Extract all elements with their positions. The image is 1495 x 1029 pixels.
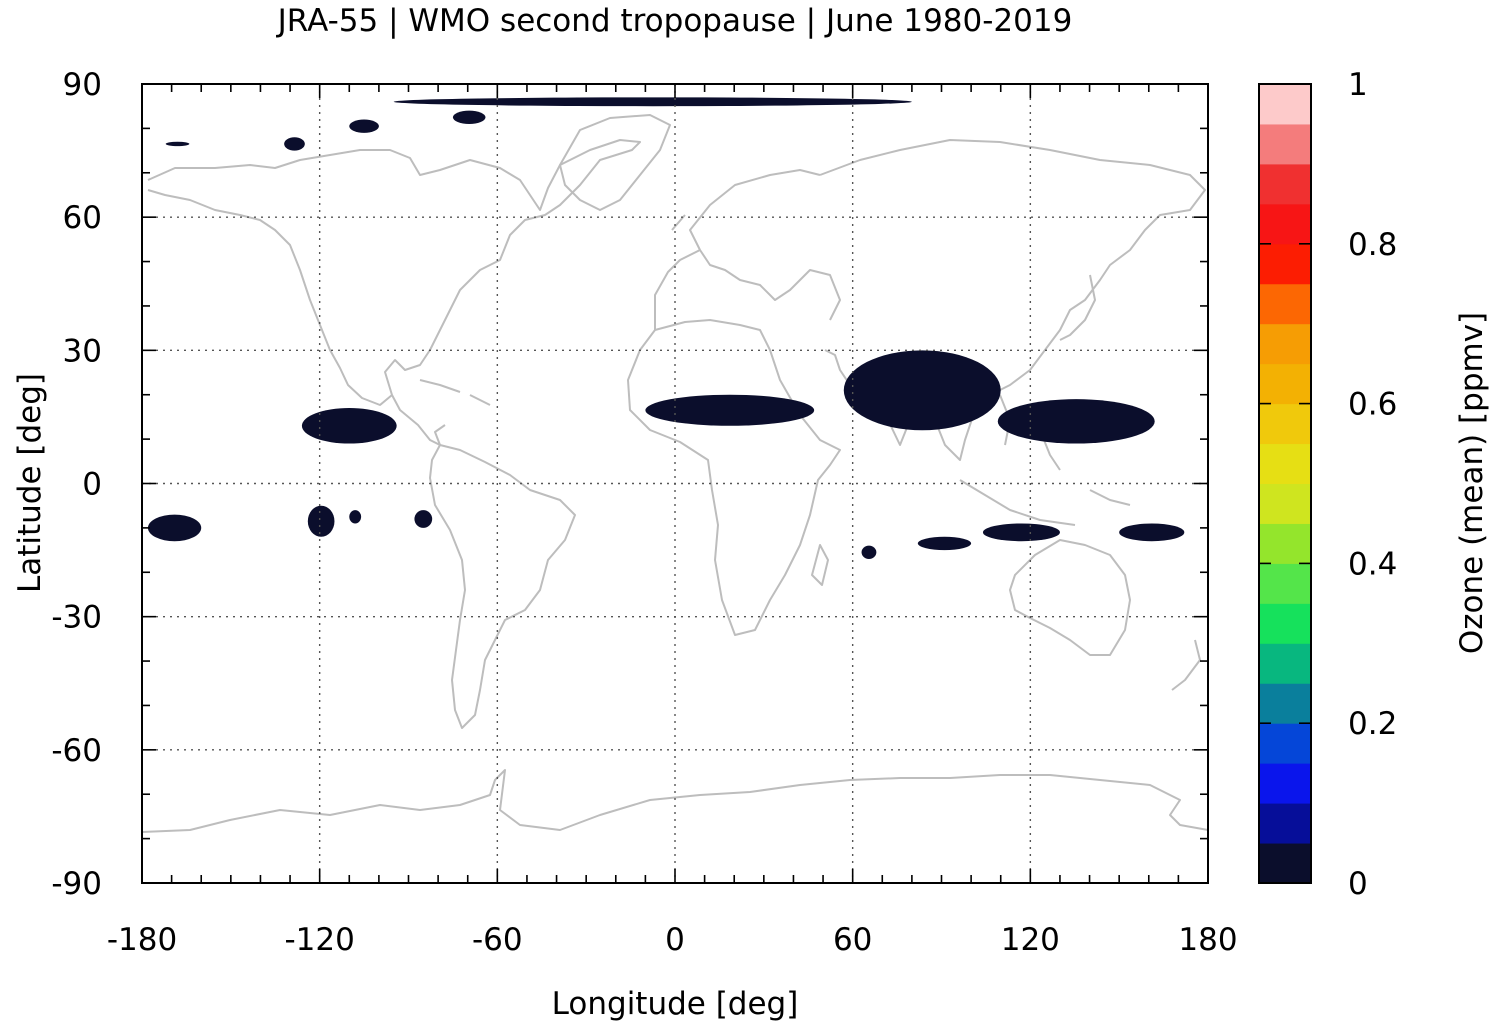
x-tick-label: 60 — [833, 922, 872, 958]
grid-lines — [142, 84, 1208, 883]
coast-new-zealand — [1171, 639, 1201, 691]
colorbar-segment-13 — [1259, 323, 1311, 365]
colorbar-tick-label: 0.4 — [1348, 546, 1397, 582]
colorbar-segment-1 — [1259, 803, 1311, 844]
colorbar-segment-7 — [1259, 563, 1311, 604]
colorbar-segment-4 — [1259, 683, 1311, 724]
colorbar-segment-2 — [1259, 763, 1311, 804]
coast-japan — [1059, 274, 1096, 341]
plot-frame — [141, 83, 1209, 884]
colorbar-segment-10 — [1259, 443, 1311, 484]
coast-australia — [1009, 539, 1131, 656]
x-tick-labels: -180 -120 -60 0 60 120 180 — [107, 922, 1238, 958]
x-tick-label: -120 — [284, 922, 354, 958]
colorbar-segment-0 — [1259, 843, 1311, 884]
colorbar-segment-3 — [1259, 723, 1311, 764]
heatmap-cell-0 — [393, 97, 912, 107]
heatmap-cell-10 — [147, 514, 202, 542]
colorbar-segment-15 — [1259, 243, 1311, 285]
colorbar-tick-label: 1 — [1348, 67, 1368, 103]
heatmap-cell-2 — [165, 141, 190, 147]
coast-south-america — [429, 444, 576, 729]
colorbar-segment-8 — [1259, 523, 1311, 564]
coast-central-america — [391, 379, 491, 446]
colorbar-tick-label: 0.6 — [1348, 387, 1397, 423]
heatmap-cell-16 — [1119, 523, 1185, 542]
heatmap-cell-12 — [414, 510, 433, 528]
y-tick-label: 60 — [63, 200, 102, 236]
minor-ticks — [141, 83, 1209, 884]
colorbar-segment-6 — [1259, 603, 1311, 644]
colorbar-tick-label: 0 — [1348, 866, 1368, 902]
heatmap-cell-6 — [843, 350, 1001, 431]
x-tick-label: -60 — [472, 922, 523, 958]
chart-title: JRA-55 | WMO second tropopause | June 19… — [276, 3, 1073, 39]
colorbar-label: Ozone (mean) [ppmv] — [1454, 312, 1490, 654]
y-tick-label: -90 — [51, 866, 102, 902]
y-tick-label: 90 — [63, 67, 102, 103]
y-tick-labels: -90 -60 -30 0 30 60 90 — [51, 67, 102, 902]
colorbar-segment-11 — [1259, 403, 1311, 445]
coast-north-america — [147, 139, 641, 406]
x-tick-label: 120 — [1001, 922, 1060, 958]
coast-africa — [627, 319, 841, 636]
heatmap-cell-8 — [301, 408, 397, 444]
colorbar-segment-19 — [1259, 84, 1311, 125]
y-tick-label: 30 — [63, 333, 102, 369]
colorbar-tick-labels: 0 0.2 0.4 0.6 0.8 1 — [1348, 67, 1397, 902]
coast-antarctica — [141, 769, 1209, 833]
colorbar-segment-12 — [1259, 363, 1311, 405]
colorbar-segment-16 — [1259, 203, 1311, 245]
colorbar-segment-9 — [1259, 483, 1311, 524]
heatmap-cell-3 — [284, 137, 305, 151]
coast-greenland — [559, 114, 671, 211]
x-tick-label: 0 — [665, 922, 685, 958]
y-tick-label: -30 — [51, 600, 102, 636]
colorbar-segment-14 — [1259, 283, 1311, 325]
colorbar-segment-5 — [1259, 643, 1311, 684]
heatmap-cells — [147, 97, 1185, 559]
heatmap-cell-5 — [645, 394, 815, 426]
colorbar-frame — [1258, 83, 1312, 884]
heatmap-cell-11 — [349, 510, 362, 524]
heatmap-cell-9 — [307, 505, 335, 537]
colorbar-tick-label: 0.8 — [1348, 227, 1397, 263]
x-tick-label: 180 — [1178, 922, 1237, 958]
x-axis-label: Longitude [deg] — [552, 986, 799, 1022]
heatmap-cell-7 — [997, 399, 1155, 444]
y-tick-label: -60 — [51, 733, 102, 769]
colorbar-tick-label: 0.2 — [1348, 706, 1397, 742]
heatmap-cell-15 — [982, 523, 1060, 542]
y-tick-label: 0 — [82, 467, 102, 503]
heatmap-cell-1 — [452, 110, 486, 124]
heatmap-cell-14 — [917, 536, 972, 551]
colorbar-segment-17 — [1259, 163, 1311, 205]
colorbar — [1258, 83, 1312, 884]
x-tick-label: -180 — [107, 922, 177, 958]
colorbar-segment-18 — [1259, 123, 1311, 165]
y-axis-label: Latitude [deg] — [12, 373, 48, 593]
plot-area — [141, 83, 1209, 884]
heatmap-cell-4 — [349, 119, 379, 133]
heatmap-cell-13 — [861, 545, 877, 559]
coastlines — [141, 114, 1209, 833]
coast-madagascar — [811, 544, 829, 586]
